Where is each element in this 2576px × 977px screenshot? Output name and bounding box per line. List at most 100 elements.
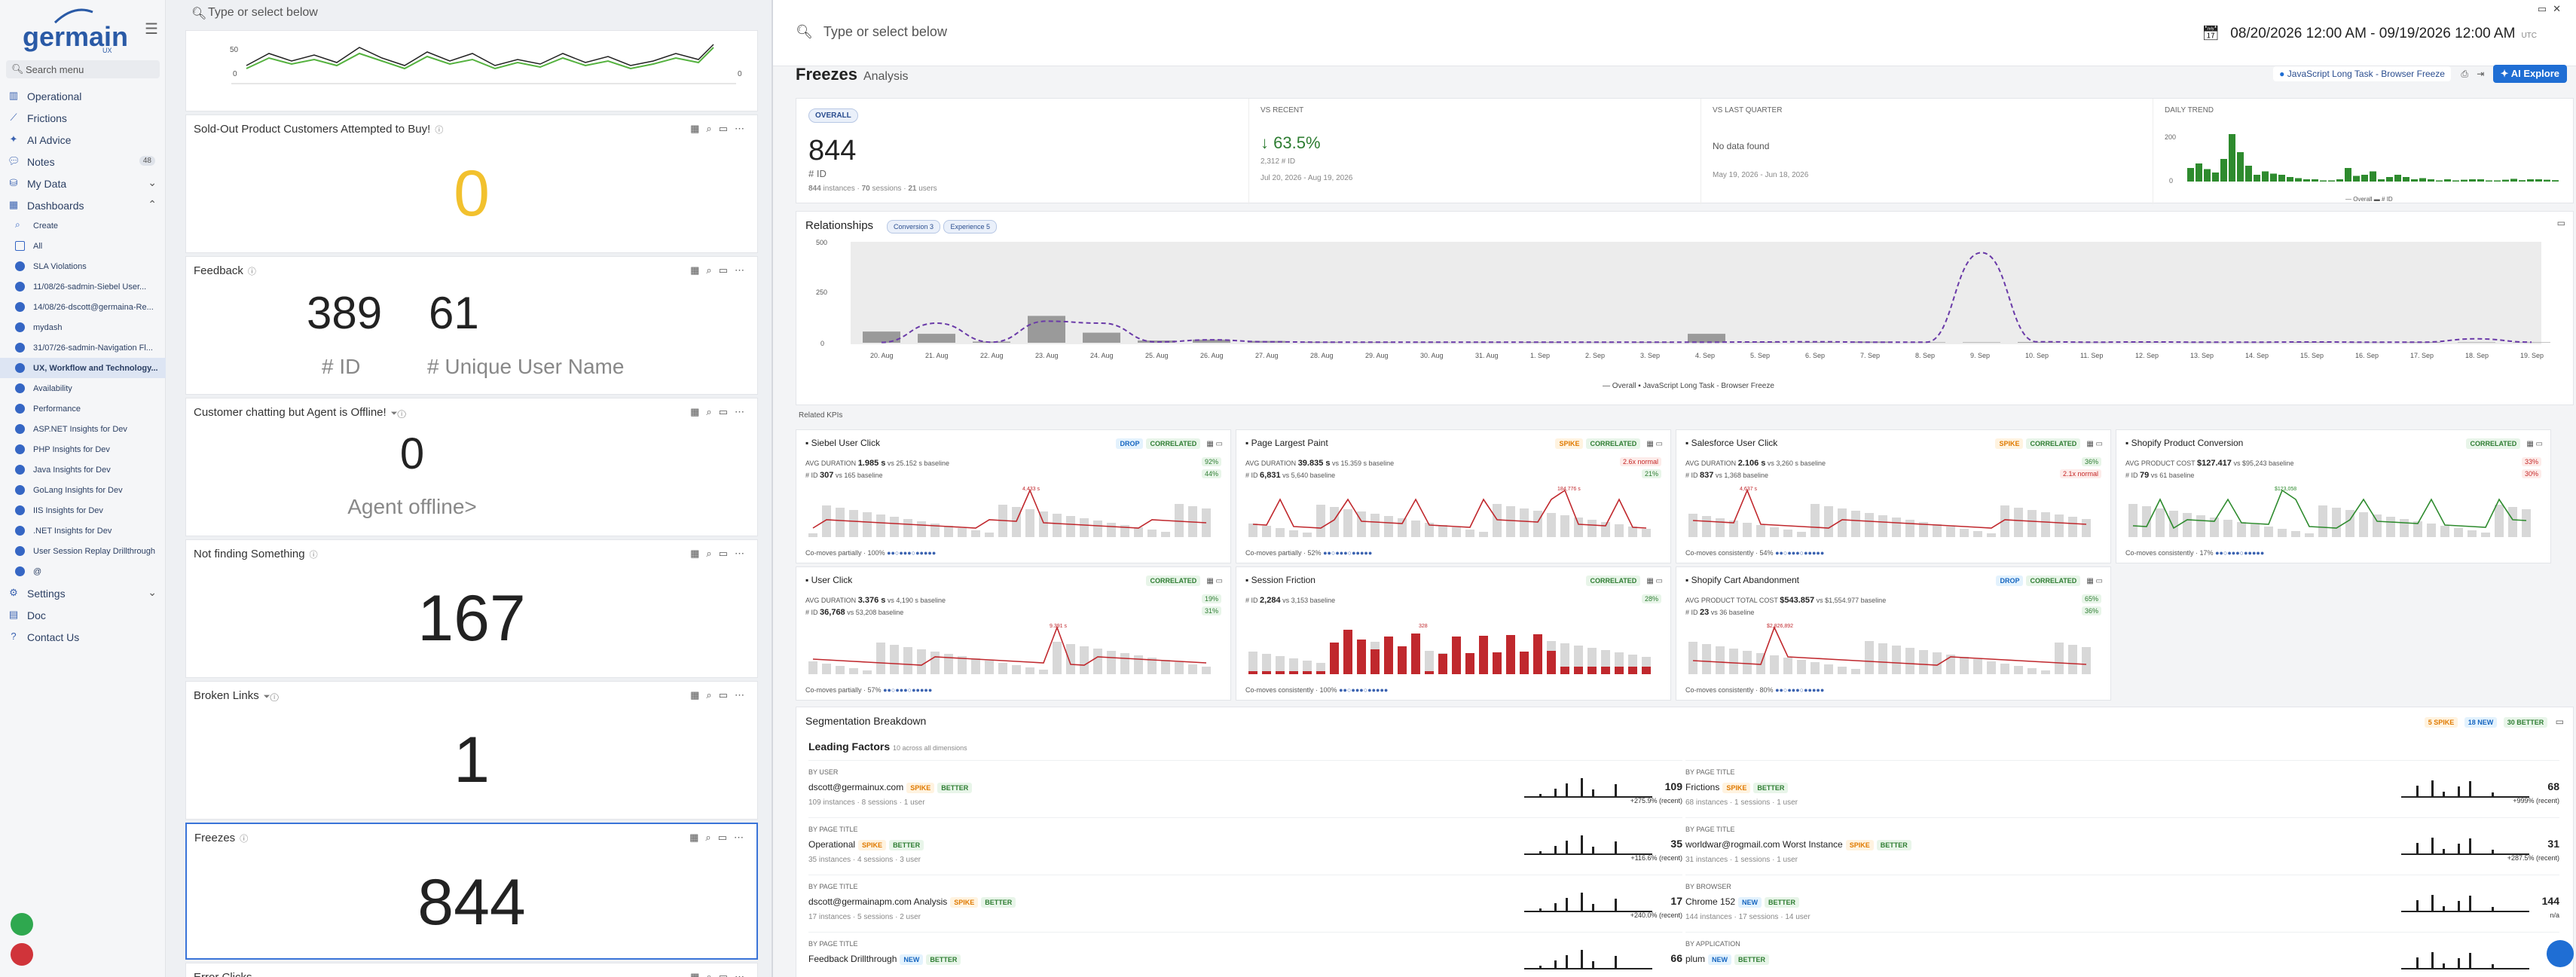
hamburger-menu-icon[interactable]: ☰ (145, 21, 158, 38)
related-kpi-card[interactable]: ▪ Shopify Product Conversion CORRELATED ▦… (2116, 429, 2551, 563)
dashboard-item[interactable]: UX, Workflow and Technology... (0, 358, 166, 378)
kpi-delta-2: 2.1x normal (2059, 469, 2101, 478)
dashboard-item[interactable]: 11/08/26-sadmin-Siebel User... (0, 276, 166, 297)
kpi-card-icons[interactable]: ▦ ▭ (2526, 440, 2543, 448)
related-kpi-card[interactable]: ▪ Siebel User Click DROP CORRELATED ▦ ▭ AV… (796, 429, 1231, 563)
dashboard-item[interactable]: User Session Replay Drillthrough (0, 541, 166, 561)
daily-bar (2403, 177, 2409, 182)
dashboard-item[interactable]: ASP.NET Insights for Dev (0, 419, 166, 439)
daily-bar (2544, 179, 2550, 182)
widget-toolbar[interactable]: ▦⌕▭⋯ (690, 406, 751, 417)
segmentation-row[interactable]: BY PAGE TITLE dscott@germainapm.com Anal… (808, 875, 1682, 930)
sidebar-item-contact-us[interactable]: ? Contact Us (0, 625, 166, 647)
daily-bar (2370, 171, 2376, 182)
sidebar-item-notes[interactable]: 💬︎ Notes 48 (0, 150, 166, 172)
widget-freezes[interactable]: Freezes ⓘ ▦⌕▭⋯ 844 (185, 823, 758, 960)
window-controls[interactable]: ▭✕ (2537, 3, 2567, 14)
related-kpi-card[interactable]: ▪ Shopify Cart Abandonment DROP CORRELATE… (1676, 566, 2111, 701)
widget-toolbar[interactable]: ▦⌕▭⋯ (690, 123, 751, 134)
dashboard-item[interactable]: Performance (0, 398, 166, 419)
related-kpi-card[interactable]: ▪ Salesforce User Click SPIKE CORRELATED ▦… (1676, 429, 2111, 563)
kpi-tag: CORRELATED (1146, 576, 1201, 586)
daily-bar (2461, 179, 2468, 182)
whatsapp-chat-icon[interactable] (11, 913, 33, 936)
analysis-search-input[interactable]: 🔍︎ Type or select below (796, 24, 947, 40)
vs-recent-label: VS RECENT (1260, 106, 1304, 114)
kpi-card-icons[interactable]: ▦ ▭ (1646, 440, 1663, 448)
sidebar-item-operational[interactable]: ▥ Operational (0, 84, 166, 106)
dashboard-item[interactable]: SLA Violations (0, 256, 166, 276)
print-icon[interactable]: ⎙ (2461, 69, 2468, 79)
widget-sold-out[interactable]: Sold-Out Product Customers Attempted to … (185, 114, 758, 253)
sidebar-item-my-data[interactable]: ⛁ My Data ⌄ (0, 172, 166, 194)
sidebar-item-frictions[interactable]: ⟋ Frictions (0, 106, 166, 128)
chart-menu-icon[interactable]: ▭ (2555, 716, 2564, 727)
segmentation-row[interactable]: BY APPLICATION plum NEW BETTER (1685, 932, 2559, 977)
dashboard-item[interactable]: mydash (0, 317, 166, 337)
segmentation-row[interactable]: BY PAGE TITLE Feedback Drillthrough NEW BE… (808, 932, 1682, 977)
chat-icon: 💬︎ (8, 155, 20, 166)
widget-agent-offline[interactable]: Customer chatting but Agent is Offline! ⏷… (185, 398, 758, 536)
segmentation-row[interactable]: BY BROWSER Chrome 152 NEW BETTER 144 insta… (1685, 875, 2559, 930)
kpi-card-icons[interactable]: ▦ ▭ (2086, 440, 2103, 448)
widget-toolbar[interactable]: ▦⌕▭⋯ (689, 832, 750, 843)
dashboard-item[interactable]: Java Insights for Dev (0, 459, 166, 480)
widget-toolbar[interactable]: ▦⌕▭⋯ (690, 971, 751, 977)
export-icon[interactable]: ⇥ (2477, 69, 2485, 79)
menu-search-input[interactable]: 🔍︎ Search menu (6, 60, 160, 78)
sidebar-item-doc[interactable]: ▤ Doc (0, 603, 166, 625)
segmentation-row[interactable]: BY PAGE TITLE Frictions SPIKE BETTER 68 in… (1685, 760, 2559, 816)
widget-toolbar[interactable]: ▦⌕▭⋯ (690, 264, 751, 276)
dashboard-item[interactable]: @ (0, 561, 166, 582)
segmentation-row[interactable]: BY USER dscott@germainux.com SPIKE BETTER … (808, 760, 1682, 816)
ai-explore-button[interactable]: ✦ AI Explore (2492, 65, 2567, 83)
sidebar-item-dashboards[interactable]: ▦ Dashboards ⌃ (0, 194, 166, 215)
dashboard-item[interactable]: ⌕ Create (0, 215, 166, 236)
widget-toolbar[interactable]: ▦⌕▭⋯ (690, 689, 751, 701)
kpi-card-icons[interactable]: ▦ ▭ (2086, 577, 2103, 585)
dashboard-search-input[interactable]: 🔍︎ Type or select below (185, 5, 758, 23)
dashboard-item[interactable]: IIS Insights for Dev (0, 500, 166, 521)
dashboard-item[interactable]: PHP Insights for Dev (0, 439, 166, 459)
widget-not-finding[interactable]: Not finding Something ⓘ ▦⌕▭⋯ 167 (185, 539, 758, 678)
filter-chip[interactable]: ● JavaScript Long Task - Browser Freeze (2273, 66, 2451, 81)
seg-spike (1539, 851, 1542, 854)
chat-launcher-icon[interactable] (2547, 940, 2574, 967)
dashboard-item[interactable]: .NET Insights for Dev (0, 521, 166, 541)
feedback-heart-icon[interactable] (11, 943, 33, 966)
logo-text: germain (23, 21, 129, 52)
rel-bar (1138, 340, 1175, 343)
kpi-card-icons[interactable]: ▦ ▭ (1206, 440, 1223, 448)
sidebar-item-ai-advice[interactable]: ✦ AI Advice (0, 128, 166, 150)
kpi-card-icons[interactable]: ▦ ▭ (1206, 577, 1223, 585)
dashboard-item[interactable]: GoLang Insights for Dev (0, 480, 166, 500)
rel-x-label: 7. Sep (1860, 352, 1880, 359)
database-icon: ⛁ (9, 177, 18, 188)
kpi-bg-bar (1878, 643, 1887, 674)
conversion-chip[interactable]: Conversion 3 (887, 220, 941, 234)
experience-chip[interactable]: Experience 5 (943, 220, 998, 234)
kpi-card-icons[interactable]: ▦ ▭ (1646, 577, 1663, 585)
widget-broken-links[interactable]: Broken Links ⏷ⓘ ▦⌕▭⋯ 1 (185, 681, 758, 820)
sidebar-item-settings[interactable]: ⚙ Settings ⌄ (0, 582, 166, 603)
related-kpi-card[interactable]: ▪ Page Largest Paint SPIKE CORRELATED ▦ ▭ … (1236, 429, 1671, 563)
germain-logo[interactable]: germain UX (21, 8, 129, 54)
widget-feedback[interactable]: Feedback ⓘ ▦⌕▭⋯ 389 61 # ID # Unique User… (185, 256, 758, 395)
dashboard-globe-icon (15, 261, 25, 271)
kpi-bg-bar (1012, 507, 1021, 537)
segmentation-row[interactable]: BY PAGE TITLE worldwar@rogmail.com Worst… (1685, 817, 2559, 873)
seg-value: 68 (2547, 780, 2559, 792)
related-kpi-card[interactable]: ▪ User Click CORRELATED ▦ ▭ AVG DURATION … (796, 566, 1231, 701)
widget-toolbar[interactable]: ▦⌕▭⋯ (690, 548, 751, 559)
dashboard-item[interactable]: All (0, 236, 166, 256)
chart-menu-icon[interactable]: ▭ (2556, 218, 2565, 228)
kpi-bar (1479, 636, 1488, 674)
date-range-picker[interactable]: 📅︎ 08/20/2026 12:00 AM - 09/19/2026 12:00… (2202, 24, 2537, 42)
related-kpi-card[interactable]: ▪ Session Friction CORRELATED ▦ ▭ # ID 2,… (1236, 566, 1671, 701)
dashboard-item[interactable]: Availability (0, 378, 166, 398)
segmentation-row[interactable]: BY PAGE TITLE Operational SPIKE BETTER 35 … (808, 817, 1682, 873)
dashboard-item[interactable]: 14/08/26-dscott@germaina-Re... (0, 297, 166, 317)
dashboard-item[interactable]: 31/07/26-sadmin-Navigation Fl... (0, 337, 166, 358)
widget-error-clicks[interactable]: Error Clicks ▦⌕▭⋯ (185, 963, 758, 977)
sidebar-item-label: Settings (27, 588, 66, 600)
